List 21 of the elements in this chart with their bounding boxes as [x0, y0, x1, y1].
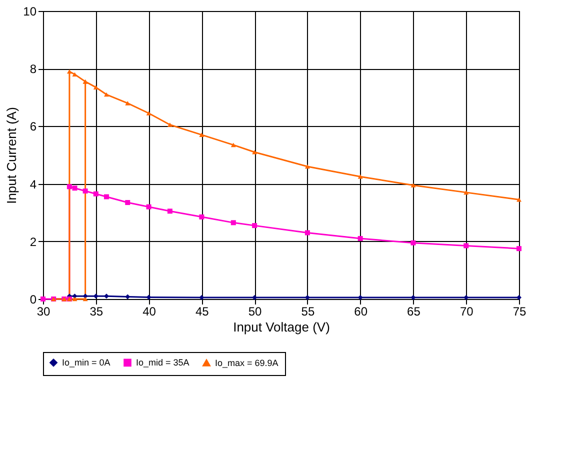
- x-tick-label: 55: [301, 304, 315, 318]
- y-axis-title: Input Current (A): [4, 107, 20, 204]
- y-tick-label: 4: [30, 177, 37, 192]
- x-tick-label: 75: [512, 304, 526, 318]
- x-tick-label: 65: [407, 304, 421, 318]
- y-tick-label: 0: [30, 292, 37, 306]
- legend-label: Io_mid = 35A: [136, 358, 190, 368]
- x-tick-label: 50: [248, 304, 262, 318]
- x-tick-label: 30: [36, 304, 50, 318]
- y-tick-label: 8: [30, 62, 37, 76]
- legend-label: Io_max = 69.9A: [215, 358, 278, 368]
- legend-label: Io_min = 0A: [62, 358, 110, 368]
- x-axis-title: Input Voltage (V): [233, 320, 330, 334]
- x-tick-label: 60: [354, 304, 368, 318]
- x-tick-label: 70: [460, 304, 474, 318]
- x-tick-label: 45: [195, 304, 210, 318]
- y-tick-label: 2: [30, 234, 37, 249]
- x-tick-label: 40: [142, 304, 156, 318]
- y-tick-label: 10: [23, 4, 37, 18]
- y-tick-label: 6: [30, 120, 37, 134]
- x-tick-label: 35: [90, 304, 104, 318]
